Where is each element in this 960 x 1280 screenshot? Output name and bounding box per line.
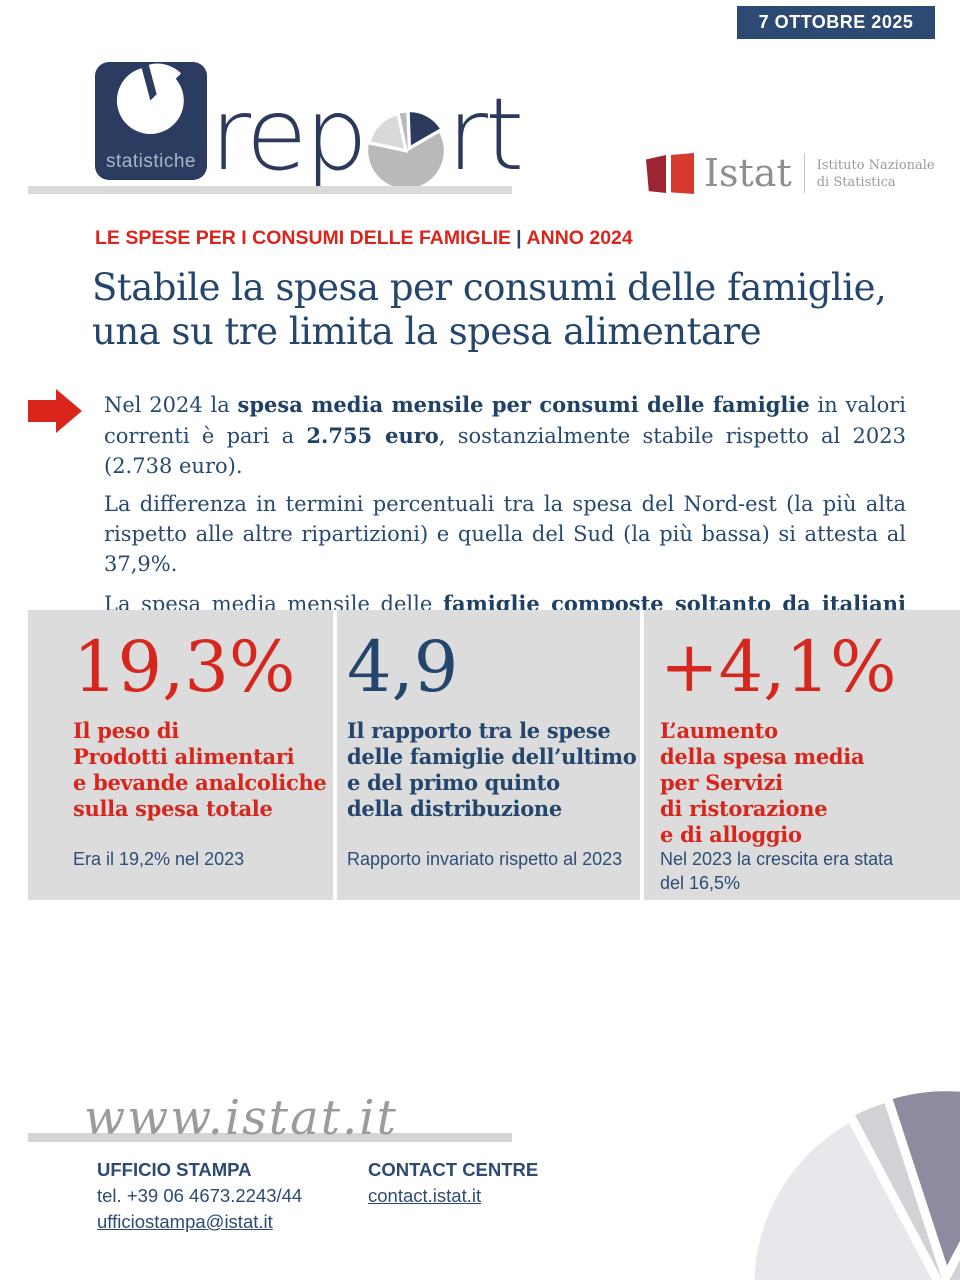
press-office-title: UFFICIO STAMPA bbox=[97, 1159, 252, 1180]
stat-value: +4,1% bbox=[660, 626, 897, 708]
istat-logo-name: Istat bbox=[704, 151, 792, 195]
header-divider bbox=[28, 186, 512, 194]
stat-note: Era il 19,2% nel 2023 bbox=[73, 849, 245, 869]
kicker-year: ANNO 2024 bbox=[526, 227, 633, 249]
istat-logo-divider bbox=[803, 153, 805, 193]
stat-label-line: della spesa media bbox=[660, 744, 865, 769]
report-pie-icon bbox=[366, 108, 445, 189]
report-kicker: LE SPESE PER I CONSUMI DELLE FAMIGLIE | AN… bbox=[95, 227, 633, 250]
stat-label-line: per Servizi bbox=[660, 770, 783, 795]
paragraph-1: Nel 2024 la spesa media mensile per cons… bbox=[104, 390, 906, 481]
kicker-separator: | bbox=[516, 227, 522, 249]
press-office-phone: tel. +39 06 4673.2243/44 bbox=[97, 1185, 303, 1206]
text-segment: La differenza in termini percentuali tra… bbox=[104, 492, 906, 577]
text-segment: in valori correnti è pari a bbox=[104, 393, 906, 448]
red-arrow-icon bbox=[28, 389, 82, 433]
decorative-pie-icon bbox=[745, 1082, 960, 1280]
footer-divider bbox=[28, 1133, 512, 1142]
text-segment: Nel 2024 la bbox=[104, 393, 238, 417]
stat-label-line: e bevande analcoliche bbox=[73, 770, 327, 795]
contact-centre-block: CONTACT CENTRE contact.istat.it bbox=[368, 1157, 538, 1209]
report-wordmark: rep rt bbox=[210, 82, 524, 202]
stat-label: L’aumento della spesa media per Servizi … bbox=[660, 718, 960, 848]
stat-label-line: e di alloggio bbox=[660, 822, 802, 847]
statistiche-pie-icon bbox=[116, 63, 184, 134]
text-segment: , sostanzialmente stabile rispetto al 20… bbox=[104, 423, 906, 478]
istat-logo-subtitle: Istituto Nazionale di Statistica bbox=[817, 150, 935, 191]
istat-logo-blocks-icon bbox=[646, 150, 696, 196]
istat-website: www.istat.it bbox=[84, 1090, 398, 1146]
contact-centre-link[interactable]: contact.istat.it bbox=[368, 1185, 482, 1206]
istat-subtitle-line2: di Statistica bbox=[816, 175, 896, 190]
stat-value: 19,3% bbox=[73, 626, 296, 708]
stat-label: Il peso di Prodotti alimentari e bevande… bbox=[73, 718, 333, 822]
stat-label-line: della distribuzione bbox=[347, 796, 562, 821]
page-title: Stabile la spesa per consumi delle famig… bbox=[92, 266, 887, 355]
kicker-text: LE SPESE PER I CONSUMI DELLE FAMIGLIE bbox=[95, 227, 512, 249]
istat-logo: Istat Istituto Nazionale di Statistica bbox=[646, 150, 935, 196]
stat-card-food-share: 19,3% Il peso di Prodotti alimentari e b… bbox=[28, 610, 333, 900]
text-segment-bold: 2.755 euro bbox=[306, 422, 439, 448]
stat-label-line: L’aumento bbox=[660, 718, 778, 743]
statistiche-report-logo: statistiche bbox=[95, 62, 207, 180]
stat-card-restaurants-growth: +4,1% L’aumento della spesa media per Se… bbox=[644, 610, 960, 900]
stat-label-line: delle famiglie dell’ultimo bbox=[347, 744, 637, 769]
stat-label-line: Prodotti alimentari bbox=[73, 744, 295, 769]
stat-label-line: Il peso di bbox=[73, 718, 179, 743]
stat-note: Rapporto invariato rispetto al 2023 bbox=[347, 849, 623, 869]
press-office-email-link[interactable]: ufficiostampa@istat.it bbox=[97, 1211, 273, 1232]
paragraph-2: La differenza in termini percentuali tra… bbox=[104, 490, 906, 579]
page-title-line1: Stabile la spesa per consumi delle famig… bbox=[92, 266, 887, 309]
stat-note: Nel 2023 la crescita era stata del 16,5% bbox=[660, 849, 894, 893]
stat-label-line: sulla spesa totale bbox=[73, 796, 273, 821]
istat-subtitle-line1: Istituto Nazionale bbox=[816, 158, 935, 173]
report-text-post: rt bbox=[446, 76, 524, 193]
statistiche-label: statistiche bbox=[106, 151, 196, 172]
stat-label-line: di ristorazione bbox=[660, 796, 828, 821]
stat-value: 4,9 bbox=[347, 626, 459, 708]
stat-card-quintile-ratio: 4,9 Il rapporto tra le spese delle famig… bbox=[337, 610, 640, 900]
key-figures-band: 19,3% Il peso di Prodotti alimentari e b… bbox=[28, 610, 960, 900]
text-segment-bold: spesa media mensile per consumi delle fa… bbox=[237, 392, 810, 417]
press-office-block: UFFICIO STAMPA tel. +39 06 4673.2243/44 … bbox=[97, 1157, 302, 1235]
page-title-line2: una su tre limita la spesa alimentare bbox=[92, 310, 762, 354]
stat-label-line: Il rapporto tra le spese bbox=[347, 718, 611, 743]
stat-label-line: e del primo quinto bbox=[347, 770, 560, 795]
date-badge: 7 OTTOBRE 2025 bbox=[737, 6, 935, 39]
stat-label: Il rapporto tra le spese delle famiglie … bbox=[347, 718, 640, 822]
contact-centre-title: CONTACT CENTRE bbox=[368, 1159, 539, 1180]
report-text-pre: rep bbox=[210, 76, 368, 193]
